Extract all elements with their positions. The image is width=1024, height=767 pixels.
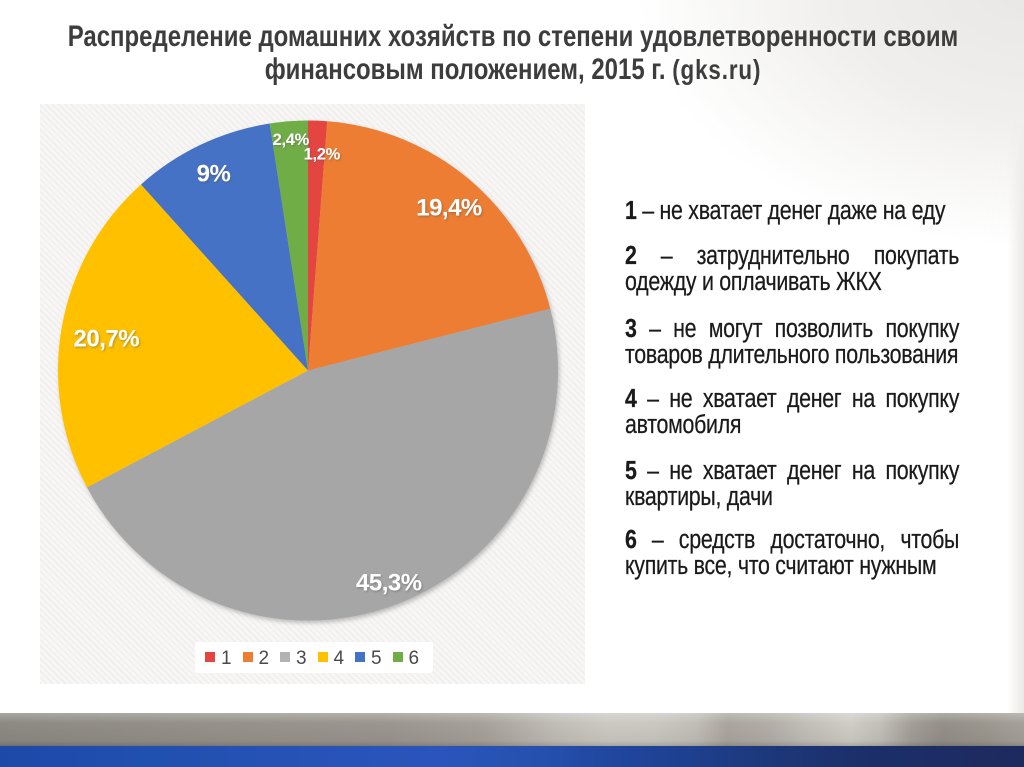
svg-text:19,4%: 19,4% xyxy=(416,195,482,222)
svg-text:20,7%: 20,7% xyxy=(74,326,140,353)
svg-text:1,2%: 1,2% xyxy=(304,145,341,163)
svg-text:45,3%: 45,3% xyxy=(356,570,422,597)
svg-text:2,4%: 2,4% xyxy=(273,131,310,149)
svg-text:9%: 9% xyxy=(197,161,231,188)
